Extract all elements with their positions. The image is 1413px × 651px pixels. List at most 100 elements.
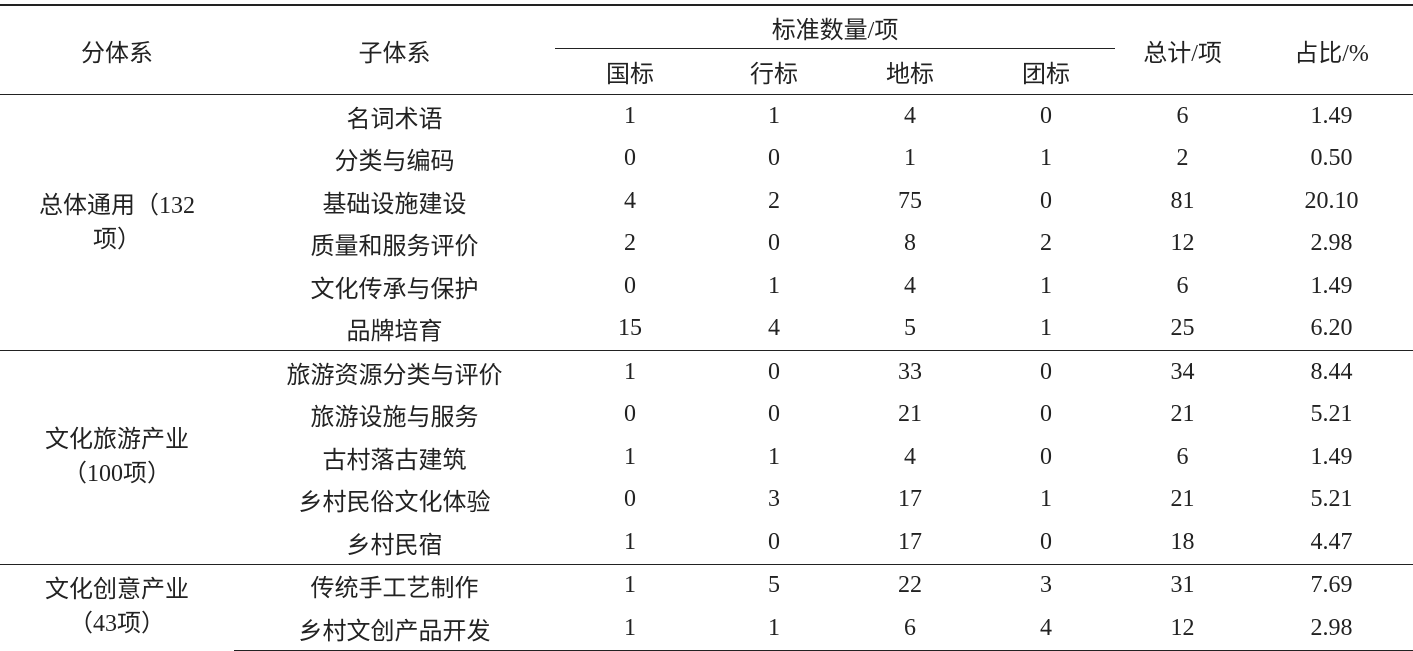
table-row: 总体通用（132 项） 名词术语 1 1 4 0 6 1.49	[0, 94, 1413, 351]
share-cell: 2.98	[1310, 230, 1353, 257]
total-cell: 18	[1170, 528, 1195, 555]
count-cell: 1	[904, 145, 916, 172]
count-cell: 4	[624, 187, 636, 214]
subsystem-cell: 传统手工艺制作	[234, 563, 555, 607]
count-cell: 1	[555, 607, 705, 651]
table-row: 乡村民宿 1 0 17 0 18 4.47	[0, 521, 1413, 564]
share-cell: 0.50	[1310, 145, 1353, 172]
table-row: 基础设施建设 4 2 75 0 81 20.10	[0, 180, 1413, 223]
total-cell: 81	[1170, 187, 1195, 214]
count-cell: 3	[977, 563, 1116, 607]
count-cell: 0	[768, 528, 780, 555]
header-row: 国标 行标 地标 团标	[0, 48, 1413, 95]
subsystem-cell: 分类与编码	[334, 149, 455, 176]
count-cell: 6	[843, 607, 977, 651]
total-cell: 12	[1115, 607, 1251, 651]
table-row: 质量和服务评价 2 0 8 2 12 2.98	[0, 223, 1413, 266]
header-row: 分体系 子体系 标准数量/项 总计/项 占比/%	[0, 4, 1413, 95]
table-row: 旅游设施与服务 0 0 21 0 21 5.21	[0, 394, 1413, 437]
count-cell: 17	[898, 528, 922, 555]
count-cell: 0	[705, 350, 843, 394]
count-cell: 75	[898, 187, 922, 214]
count-cell: 0	[977, 94, 1116, 138]
count-cell: 2	[624, 230, 636, 257]
group-label: 项）	[93, 226, 141, 253]
total-cell: 12	[1170, 230, 1195, 257]
count-cell: 2	[768, 187, 780, 214]
table-row: 乡村民俗文化体验 0 3 17 1 21 5.21	[0, 479, 1413, 522]
share-cell: 7.69	[1250, 563, 1413, 607]
count-cell: 0	[768, 145, 780, 172]
group-label: 总体通用（132	[39, 192, 195, 219]
count-cell: 1	[555, 563, 705, 607]
share-cell: 20.10	[1304, 187, 1359, 214]
group-cell: 文化旅游产业 （100项）	[0, 350, 234, 564]
table-row: 古村落古建筑 1 1 4 0 6 1.49	[0, 436, 1413, 479]
table-row: 分类与编码 0 0 1 1 2 0.50	[0, 138, 1413, 181]
count-cell: 1	[1040, 486, 1053, 513]
share-cell: 5.21	[1310, 401, 1353, 428]
header-cell: 占比/%	[1250, 4, 1413, 95]
table-row: 文化创意产业 （43项） 传统手工艺制作 1 5 22 3 31 7.69	[0, 563, 1413, 650]
share-cell: 8.44	[1250, 350, 1413, 394]
share-cell: 1.49	[1250, 94, 1413, 138]
table-row: 文化旅游产业 （100项） 旅游资源分类与评价 1 0 33 0 34 8.44	[0, 350, 1413, 564]
total-cell: 6	[1115, 94, 1251, 138]
group-label: （100项）	[63, 461, 171, 488]
count-cell: 1	[705, 94, 843, 138]
header-cell: 子体系	[234, 4, 555, 95]
count-cell: 0	[1040, 187, 1053, 214]
subsystem-cell: 乡村民宿	[346, 532, 443, 559]
table-row: 文化传承与保护 0 1 4 1 6 1.49	[0, 265, 1413, 308]
share-cell: 6.20	[1310, 315, 1353, 342]
subsystem-cell: 乡村民俗文化体验	[298, 490, 491, 517]
count-cell: 5	[904, 315, 916, 342]
count-cell: 4	[977, 607, 1116, 651]
header-cell: 团标	[977, 48, 1116, 95]
count-cell: 3	[768, 486, 780, 513]
share-cell: 2.98	[1250, 607, 1413, 651]
count-cell: 5	[705, 563, 843, 607]
total-cell: 34	[1115, 350, 1251, 394]
count-cell: 0	[1040, 401, 1053, 428]
count-cell: 1	[705, 607, 843, 651]
subsystem-cell: 乡村文创产品开发	[234, 607, 555, 651]
group-label: （43项）	[69, 611, 165, 638]
share-cell: 1.49	[1310, 443, 1353, 470]
subsystem-cell: 古村落古建筑	[322, 447, 467, 474]
header-cell: 总计/项	[1115, 4, 1251, 95]
count-cell: 0	[624, 486, 636, 513]
header-cell: 标准数量/项	[555, 4, 1116, 49]
subsystem-cell: 名词术语	[234, 94, 555, 138]
count-cell: 8	[904, 230, 916, 257]
count-cell: 2	[1040, 230, 1053, 257]
count-cell: 22	[843, 563, 977, 607]
subsystem-cell: 旅游资源分类与评价	[234, 350, 555, 394]
count-cell: 1	[555, 350, 705, 394]
group-cell: 文化创意产业 （43项）	[0, 563, 234, 650]
total-cell: 31	[1115, 563, 1251, 607]
count-cell: 0	[1040, 528, 1053, 555]
count-cell: 0	[768, 401, 780, 428]
table-header: 分体系 子体系 标准数量/项 总计/项 占比/% 国标 行标 地标 团标	[0, 4, 1413, 95]
count-cell: 0	[977, 350, 1116, 394]
total-cell: 21	[1170, 486, 1195, 513]
count-cell: 4	[904, 443, 916, 470]
count-cell: 1	[1040, 145, 1053, 172]
share-cell: 1.49	[1310, 272, 1353, 299]
count-cell: 1	[1040, 315, 1053, 342]
count-cell: 1	[768, 443, 780, 470]
total-cell: 25	[1170, 315, 1195, 342]
header-cell: 行标	[705, 48, 843, 95]
count-cell: 1	[624, 528, 636, 555]
subsystem-cell: 旅游设施与服务	[310, 405, 479, 432]
subsystem-cell: 基础设施建设	[322, 191, 467, 218]
subsystem-cell: 文化传承与保护	[310, 276, 479, 303]
table-row: 乡村文创产品开发 1 1 6 4 12 2.98	[0, 607, 1413, 651]
subsystem-cell: 质量和服务评价	[310, 234, 479, 261]
count-cell: 33	[843, 350, 977, 394]
total-cell: 2	[1176, 145, 1189, 172]
header-cell: 分体系	[0, 4, 234, 95]
table-body: 总体通用（132 项） 名词术语 1 1 4 0 6 1.49 分类与编码 0 0 1 1 2 0.50 基础设…	[0, 94, 1413, 651]
